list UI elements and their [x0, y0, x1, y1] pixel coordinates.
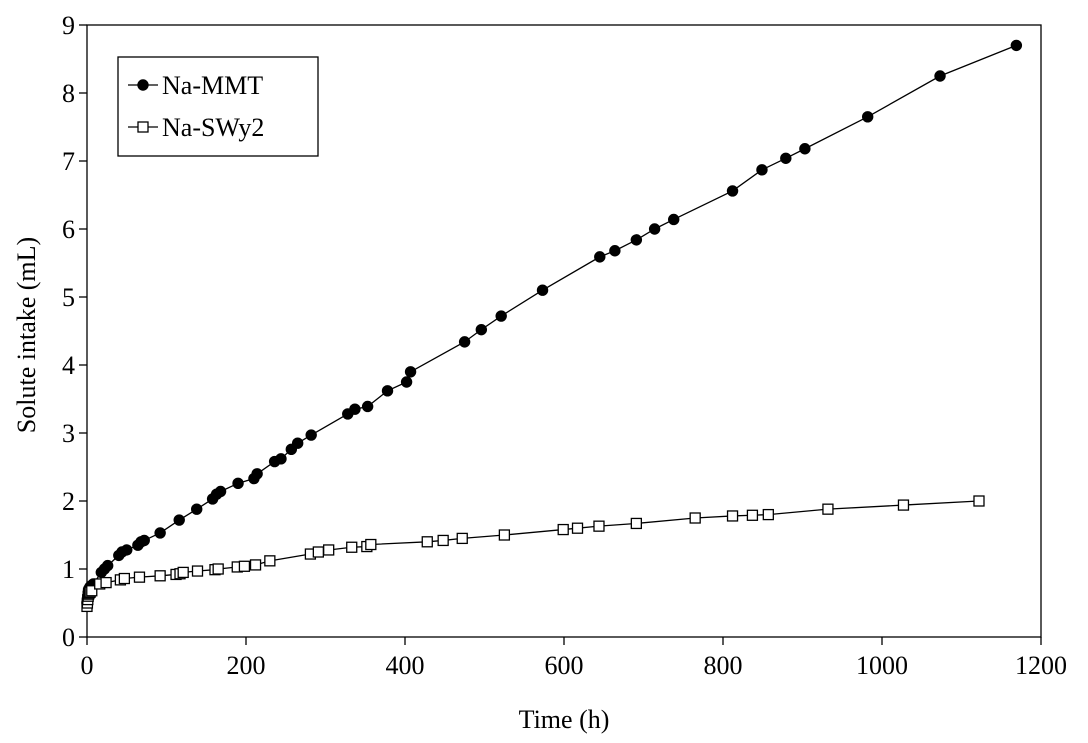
- data-point: [648, 223, 661, 235]
- data-point: [726, 510, 739, 522]
- data-point: [404, 366, 417, 378]
- data-point: [746, 509, 759, 521]
- data-point: [100, 576, 112, 589]
- data-point: [264, 555, 276, 567]
- x-tick-label: 200: [227, 651, 266, 680]
- y-tick-label: 1: [62, 555, 75, 584]
- data-point: [498, 529, 511, 541]
- data-point: [154, 527, 166, 539]
- data-point: [191, 565, 204, 577]
- y-tick-label: 6: [62, 215, 75, 244]
- legend-item: Na-SWy2: [128, 113, 264, 142]
- data-point: [609, 245, 621, 257]
- data-point: [536, 284, 549, 296]
- data-point: [121, 544, 133, 556]
- y-tick-label: 8: [62, 79, 75, 108]
- data-point: [101, 559, 114, 572]
- x-tick-label: 600: [545, 651, 584, 680]
- data-point: [668, 213, 680, 226]
- legend-label: Na-SWy2: [162, 113, 264, 142]
- data-point: [756, 164, 768, 176]
- data-point: [762, 508, 774, 521]
- data-point: [475, 323, 488, 336]
- data-point: [249, 559, 262, 571]
- x-tick-label: 1200: [1015, 651, 1067, 680]
- data-point: [212, 563, 224, 575]
- data-point: [214, 485, 227, 498]
- axes-layer: 0 200 400 600 800 1000 1200 0 1 2 3 4 5 6 7 8 9: [62, 11, 1067, 680]
- data-point: [726, 185, 739, 197]
- series-na-mmt: [81, 39, 1023, 609]
- data-point: [421, 536, 433, 548]
- data-point: [822, 503, 834, 515]
- y-tick-label: 0: [62, 623, 75, 652]
- data-point: [291, 437, 304, 449]
- data-point: [689, 512, 701, 524]
- data-point: [349, 403, 361, 415]
- data-point: [138, 534, 150, 547]
- x-axis-title: Time (h): [519, 705, 610, 734]
- data-point: [861, 111, 874, 123]
- data-point: [305, 429, 317, 441]
- y-axis-title: Solute intake (mL): [12, 237, 41, 433]
- data-point: [495, 310, 507, 322]
- legend-label: Na-MMT: [162, 71, 263, 100]
- data-point: [594, 251, 606, 263]
- data-point: [593, 520, 605, 532]
- data-point: [571, 522, 584, 534]
- x-tick-label: 800: [704, 651, 743, 680]
- y-tick-label: 2: [62, 487, 75, 516]
- data-point: [381, 385, 394, 397]
- data-point: [238, 560, 251, 572]
- data-point: [973, 495, 985, 507]
- x-tick-label: 400: [386, 651, 425, 680]
- data-point: [799, 143, 811, 155]
- series-line: [86, 500, 980, 607]
- y-tick-label: 7: [62, 147, 75, 176]
- data-point: [173, 514, 185, 526]
- data-point: [177, 566, 189, 579]
- data-point: [400, 376, 413, 388]
- data-point: [934, 70, 946, 82]
- data-point: [191, 503, 203, 515]
- data-point: [346, 541, 358, 553]
- data-point: [232, 477, 244, 490]
- series-na-swy2: [81, 495, 985, 613]
- data-point: [630, 234, 643, 246]
- x-tick-label: 1000: [856, 651, 908, 680]
- data-point: [780, 152, 792, 164]
- legend-box: [117, 56, 319, 157]
- series-layer: [81, 39, 1023, 613]
- y-tick-label: 4: [62, 351, 75, 380]
- y-tick-label: 9: [62, 11, 75, 40]
- data-point: [365, 538, 377, 551]
- legend-marker: [137, 121, 149, 133]
- data-point: [458, 336, 471, 348]
- data-point: [275, 453, 287, 465]
- data-point: [1010, 39, 1023, 52]
- legend-item: Na-MMT: [128, 71, 263, 100]
- data-point: [118, 572, 131, 585]
- x-tick-label: 0: [81, 651, 94, 680]
- y-tick-label: 3: [62, 419, 75, 448]
- data-point: [456, 532, 468, 545]
- data-point: [323, 544, 335, 556]
- data-point: [133, 571, 146, 583]
- legend-marker: [137, 79, 149, 91]
- data-point: [154, 570, 166, 582]
- data-point: [630, 517, 642, 530]
- data-point: [312, 546, 324, 558]
- data-point: [86, 585, 98, 597]
- data-point: [437, 534, 449, 547]
- data-point: [361, 400, 374, 413]
- legend: Na-MMT Na-SWy2: [117, 56, 319, 157]
- data-point: [557, 523, 569, 536]
- data-point: [897, 499, 910, 511]
- data-point: [251, 468, 263, 480]
- y-tick-label: 5: [62, 283, 75, 312]
